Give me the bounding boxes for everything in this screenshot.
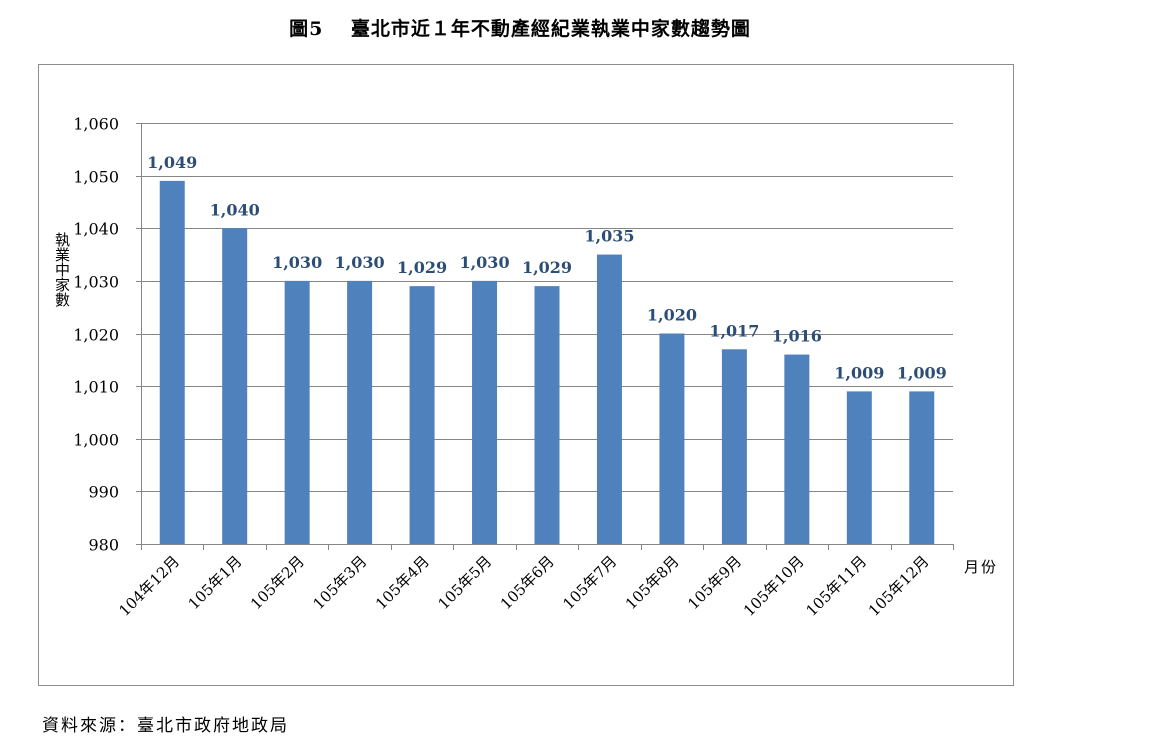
data-label: 1,016 <box>772 327 822 346</box>
bar <box>534 286 560 544</box>
data-label: 1,020 <box>647 306 697 325</box>
x-tick-label: 105年5月 <box>434 552 495 613</box>
x-tick-label: 105年2月 <box>247 552 308 613</box>
data-labels: 1,049 1,040 1,030 1,030 1,029 1,030 1,029 1,035… <box>147 153 947 383</box>
y-tick-label: 1,050 <box>73 168 119 187</box>
y-tick-label: 1,010 <box>73 378 119 397</box>
bar <box>284 280 310 544</box>
chart-frame <box>38 64 1014 686</box>
bar <box>846 391 872 544</box>
bar <box>659 333 685 544</box>
bar <box>909 391 935 544</box>
bar <box>409 286 435 544</box>
data-label: 1,029 <box>522 258 572 277</box>
x-tick-label: 105年8月 <box>622 552 683 613</box>
x-tick-label: 105年7月 <box>559 552 620 613</box>
axes: 980 990 1,000 1,010 1,020 1,030 1,040 1,050 1,06… <box>73 115 954 620</box>
y-tick-label: 1,030 <box>73 273 119 292</box>
data-label: 1,035 <box>584 227 634 246</box>
data-label: 1,030 <box>459 253 509 272</box>
data-label: 1,030 <box>272 253 322 272</box>
data-label: 1,040 <box>210 200 260 219</box>
y-tick-label: 1,040 <box>73 220 119 239</box>
x-tick-label: 105年6月 <box>497 552 558 613</box>
y-tick-label: 980 <box>88 536 119 555</box>
bar <box>472 280 498 544</box>
chart-title: 圖5 臺北市近１年不動產經紀業執業中家數趨勢圖 <box>289 18 751 40</box>
data-label: 1,029 <box>397 258 447 277</box>
data-label: 1,049 <box>147 153 197 172</box>
bar <box>347 280 373 544</box>
bar <box>721 349 747 544</box>
y-axis-label: 執業中家數 <box>53 232 71 307</box>
bar <box>596 254 622 544</box>
x-tick-label: 105年9月 <box>684 552 745 613</box>
y-tick-label: 990 <box>88 483 119 502</box>
bar <box>159 180 185 544</box>
data-label: 1,030 <box>335 253 385 272</box>
x-tick-label: 105年12月 <box>865 552 933 620</box>
x-tick-label: 104年12月 <box>115 552 183 620</box>
y-tick-label: 1,020 <box>73 326 119 345</box>
bar <box>222 228 248 544</box>
x-tick-label: 105年1月 <box>185 552 246 613</box>
bar <box>784 354 810 544</box>
x-axis-label: 月份 <box>964 558 999 576</box>
y-tick-label: 1,060 <box>73 115 119 134</box>
y-tick-label: 1,000 <box>73 431 119 450</box>
source-note: 資料來源：臺北市政府地政局 <box>42 716 289 736</box>
data-label: 1,009 <box>897 363 947 382</box>
bars <box>159 180 935 544</box>
data-label: 1,009 <box>834 363 884 382</box>
x-tick-label: 105年3月 <box>310 552 371 613</box>
data-label: 1,017 <box>709 321 759 340</box>
x-tick-label: 105年10月 <box>740 552 808 620</box>
x-tick-label: 105年4月 <box>372 552 433 613</box>
x-tick-label: 105年11月 <box>802 552 870 620</box>
